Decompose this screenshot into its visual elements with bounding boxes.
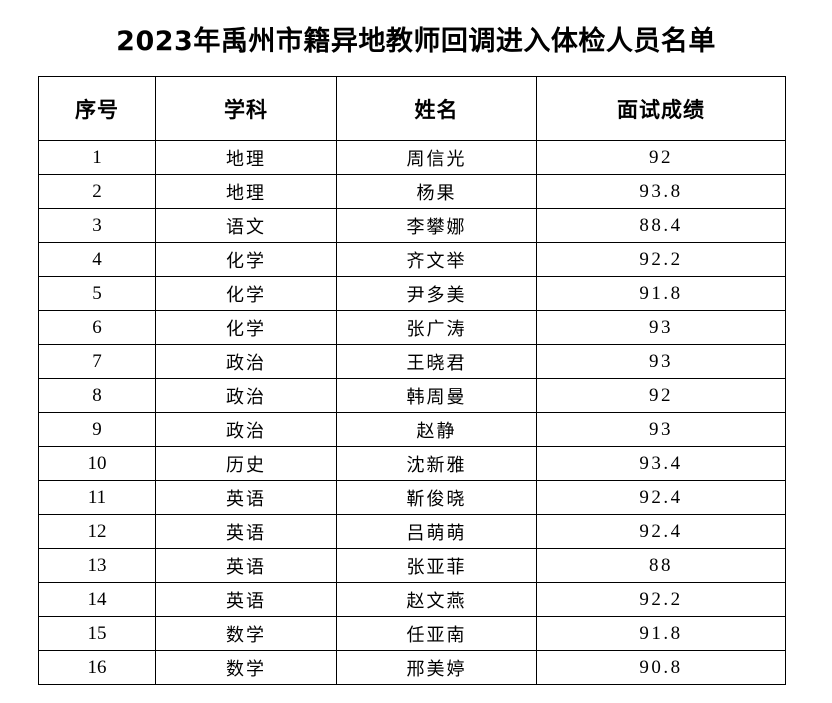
cell-index: 2 bbox=[38, 174, 156, 209]
cell-name: 任亚南 bbox=[336, 616, 537, 651]
table-header-row: 序号 学科 姓名 面试成绩 bbox=[38, 76, 786, 141]
cell-score: 93.4 bbox=[536, 446, 786, 481]
cell-index: 3 bbox=[38, 208, 156, 243]
cell-score: 88 bbox=[536, 548, 786, 583]
cell-score: 93 bbox=[536, 412, 786, 447]
cell-name: 齐文举 bbox=[336, 242, 537, 277]
cell-score: 92.2 bbox=[536, 582, 786, 617]
table-row: 14 英语 赵文燕 92.2 bbox=[38, 582, 786, 617]
cell-subject: 政治 bbox=[155, 344, 337, 379]
table-row: 11 英语 靳俊晓 92.4 bbox=[38, 480, 786, 515]
cell-subject: 英语 bbox=[155, 548, 337, 583]
cell-name: 赵文燕 bbox=[336, 582, 537, 617]
cell-subject: 英语 bbox=[155, 582, 337, 617]
table-row: 2 地理 杨果 93.8 bbox=[38, 174, 786, 209]
header-score: 面试成绩 bbox=[536, 76, 786, 141]
cell-index: 7 bbox=[38, 344, 156, 379]
table-row: 15 数学 任亚南 91.8 bbox=[38, 616, 786, 651]
cell-index: 9 bbox=[38, 412, 156, 447]
cell-subject: 历史 bbox=[155, 446, 337, 481]
cell-subject: 化学 bbox=[155, 310, 337, 345]
cell-name: 邢美婷 bbox=[336, 650, 537, 685]
table-row: 1 地理 周信光 92 bbox=[38, 140, 786, 175]
cell-name: 尹多美 bbox=[336, 276, 537, 311]
cell-index: 8 bbox=[38, 378, 156, 413]
cell-name: 张广涛 bbox=[336, 310, 537, 345]
cell-name: 赵静 bbox=[336, 412, 537, 447]
cell-name: 杨果 bbox=[336, 174, 537, 209]
cell-score: 92.4 bbox=[536, 514, 786, 549]
cell-subject: 英语 bbox=[155, 514, 337, 549]
document-title: 2023年禹州市籍异地教师回调进入体检人员名单 bbox=[116, 26, 716, 57]
cell-subject: 语文 bbox=[155, 208, 337, 243]
cell-subject: 政治 bbox=[155, 378, 337, 413]
table-row: 10 历史 沈新雅 93.4 bbox=[38, 446, 786, 481]
cell-index: 15 bbox=[38, 616, 156, 651]
cell-score: 88.4 bbox=[536, 208, 786, 243]
cell-index: 10 bbox=[38, 446, 156, 481]
cell-subject: 化学 bbox=[155, 276, 337, 311]
cell-subject: 地理 bbox=[155, 174, 337, 209]
cell-index: 14 bbox=[38, 582, 156, 617]
table-row: 7 政治 王晓君 93 bbox=[38, 344, 786, 379]
cell-score: 93 bbox=[536, 344, 786, 379]
cell-score: 93 bbox=[536, 310, 786, 345]
table-row: 12 英语 吕萌萌 92.4 bbox=[38, 514, 786, 549]
cell-name: 沈新雅 bbox=[336, 446, 537, 481]
header-name: 姓名 bbox=[336, 76, 537, 141]
cell-score: 93.8 bbox=[536, 174, 786, 209]
cell-score: 92 bbox=[536, 378, 786, 413]
table-row: 3 语文 李攀娜 88.4 bbox=[38, 208, 786, 243]
cell-index: 12 bbox=[38, 514, 156, 549]
cell-index: 11 bbox=[38, 480, 156, 515]
cell-subject: 政治 bbox=[155, 412, 337, 447]
cell-index: 1 bbox=[38, 140, 156, 175]
table-body: 1 地理 周信光 92 2 地理 杨果 93.8 3 语文 李攀娜 88.4 4 化学 齐文举 92.2 5 化学… bbox=[38, 140, 786, 685]
cell-name: 靳俊晓 bbox=[336, 480, 537, 515]
cell-name: 周信光 bbox=[336, 140, 537, 175]
cell-index: 6 bbox=[38, 310, 156, 345]
cell-subject: 数学 bbox=[155, 650, 337, 685]
cell-name: 韩周曼 bbox=[336, 378, 537, 413]
cell-index: 4 bbox=[38, 242, 156, 277]
cell-subject: 英语 bbox=[155, 480, 337, 515]
cell-subject: 地理 bbox=[155, 140, 337, 175]
cell-subject: 数学 bbox=[155, 616, 337, 651]
table-row: 13 英语 张亚菲 88 bbox=[38, 548, 786, 583]
cell-index: 5 bbox=[38, 276, 156, 311]
table-row: 8 政治 韩周曼 92 bbox=[38, 378, 786, 413]
cell-subject: 化学 bbox=[155, 242, 337, 277]
header-index: 序号 bbox=[38, 76, 156, 141]
cell-score: 92.2 bbox=[536, 242, 786, 277]
personnel-table: 序号 学科 姓名 面试成绩 1 地理 周信光 92 2 地理 杨果 93.8 3 语文 李攀娜 88.… bbox=[38, 76, 786, 685]
table-row: 5 化学 尹多美 91.8 bbox=[38, 276, 786, 311]
table-row: 4 化学 齐文举 92.2 bbox=[38, 242, 786, 277]
cell-score: 90.8 bbox=[536, 650, 786, 685]
cell-name: 吕萌萌 bbox=[336, 514, 537, 549]
header-subject: 学科 bbox=[155, 76, 337, 141]
table-row: 9 政治 赵静 93 bbox=[38, 412, 786, 447]
cell-index: 13 bbox=[38, 548, 156, 583]
cell-index: 16 bbox=[38, 650, 156, 685]
cell-name: 王晓君 bbox=[336, 344, 537, 379]
table-row: 6 化学 张广涛 93 bbox=[38, 310, 786, 345]
table-row: 16 数学 邢美婷 90.8 bbox=[38, 650, 786, 685]
cell-score: 91.8 bbox=[536, 616, 786, 651]
cell-score: 92 bbox=[536, 140, 786, 175]
cell-score: 91.8 bbox=[536, 276, 786, 311]
cell-name: 李攀娜 bbox=[336, 208, 537, 243]
cell-score: 92.4 bbox=[536, 480, 786, 515]
cell-name: 张亚菲 bbox=[336, 548, 537, 583]
